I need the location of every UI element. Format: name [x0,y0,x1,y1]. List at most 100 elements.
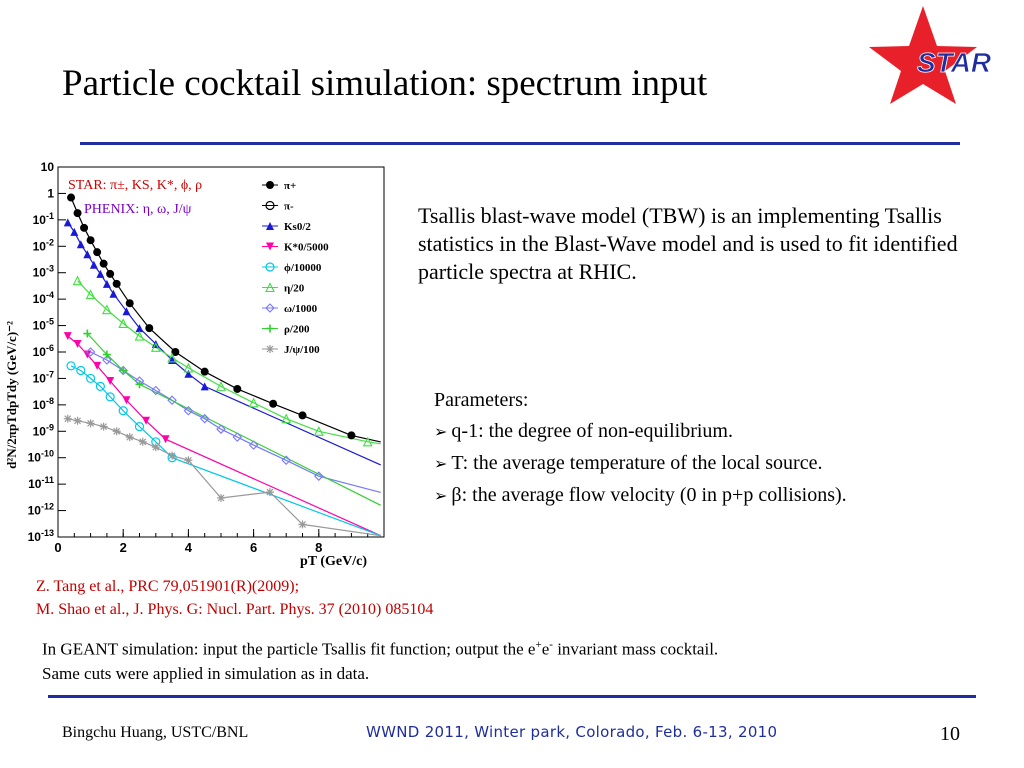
spectrum-chart: 0 2 4 6 8 10 1 10-1 10-2 10-3 10-4 10-5 10-6 10-7 10-8… [4,160,385,569]
legend-marker [266,324,274,333]
fit-curve [77,280,381,445]
y-tick-label: 10-6 [33,343,54,359]
star-shape [869,6,977,104]
legend-label: η/20 [284,283,305,295]
legend-marker [266,242,274,251]
data-point [102,355,112,365]
page-number: 10 [940,723,960,745]
legend-marker [265,262,275,272]
x-tick-label: 4 [185,540,193,555]
data-point [83,329,92,338]
data-point [265,488,274,497]
data-point [83,350,92,359]
x-tick-label: 0 [54,540,61,555]
y-tick-label: 10-8 [33,396,54,412]
y-tick-label: 10-13 [28,528,54,544]
data-point [122,307,131,316]
data-point [102,304,112,315]
arrow-bullet-icon: ➢ [434,456,448,473]
legend-label: Ks0/2 [284,221,311,233]
legend-marker [265,303,275,313]
parameters-heading: Parameters: [434,389,529,411]
data-point [119,366,128,375]
data-point [313,426,324,436]
data-point [85,289,96,300]
legend-label: ρ/200 [284,324,310,336]
y-tick-label: 10-10 [28,449,54,465]
data-point [112,279,121,288]
data-point [73,209,82,218]
legend-label: J/ψ/100 [284,344,320,356]
data-point [86,419,95,428]
data-point [66,361,76,371]
data-point [281,455,291,466]
legend-marker [266,222,274,230]
data-point [93,248,102,257]
arrow-bullet-icon: ➢ [434,488,448,505]
data-point [67,193,76,202]
legend-marker [266,181,274,189]
data-point [72,275,83,286]
legend-label: ω/1000 [284,303,318,315]
parameter-item: ➢ q-1: the degree of non-equilibrium. [434,420,733,442]
parameter-item: ➢ T: the average temperature of the local… [434,452,823,474]
legend-label: π+ [284,180,296,192]
data-point [122,396,131,405]
parameters-list: Parameters: ➢ q-1: the degree of non-equi… [434,385,1014,512]
data-point [217,493,225,502]
y-axis-label: d²N/2πpTdpTdy (GeV/c)⁻² [4,321,19,469]
data-point [168,451,177,460]
y-tick-label: 10-5 [33,317,54,333]
legend-label: π- [284,201,294,213]
data-point [63,332,72,341]
data-point [362,436,373,447]
data-point [183,362,194,373]
reference-item: Z. Tang et al., PRC 79,051901(R)(2009); [36,578,300,595]
data-point [248,397,259,408]
data-point [183,405,194,416]
fit-curve [67,335,381,537]
references: Z. Tang et al., PRC 79,051901(R)(2009); … [36,575,433,621]
data-point [200,382,209,391]
x-tick-label: 6 [250,540,257,555]
y-tick-label: 10-3 [33,264,54,280]
arrow-bullet-icon: ➢ [434,424,448,441]
data-point [167,395,177,405]
data-point [134,330,145,341]
data-point [118,318,129,329]
data-point [298,411,307,420]
star-logo: STAR [869,6,992,104]
data-point [232,432,243,442]
data-point [70,227,79,236]
data-point [63,218,72,227]
data-point [200,367,209,376]
x-axis-label: pT (GeV/c) [300,554,367,569]
chart-annotation-phenix: PHENIX: η, ω, J/ψ [84,202,192,217]
data-point [89,260,98,269]
data-point [99,259,108,268]
page-title: Particle cocktail simulation: spectrum i… [62,63,708,104]
data-point [298,520,307,529]
data-point [73,416,82,425]
y-tick-label: 10-7 [33,369,54,385]
data-point [233,384,242,393]
data-point [216,381,226,391]
data-point [171,348,180,356]
data-point [86,236,95,245]
data-point [184,369,193,378]
footer-divider [48,695,976,698]
data-point [76,240,85,249]
data-point [347,431,356,440]
data-point [102,279,111,288]
legend-marker [266,345,274,353]
data-point [73,340,82,349]
data-point [96,269,105,278]
data-point [199,413,210,424]
data-point [161,435,170,444]
y-tick-label: 10-9 [33,422,54,438]
star-logo-text: STAR [917,47,992,78]
y-tick-label: 10-11 [28,475,54,491]
data-point [95,381,105,391]
fit-curve [90,351,381,493]
data-point [145,324,154,333]
